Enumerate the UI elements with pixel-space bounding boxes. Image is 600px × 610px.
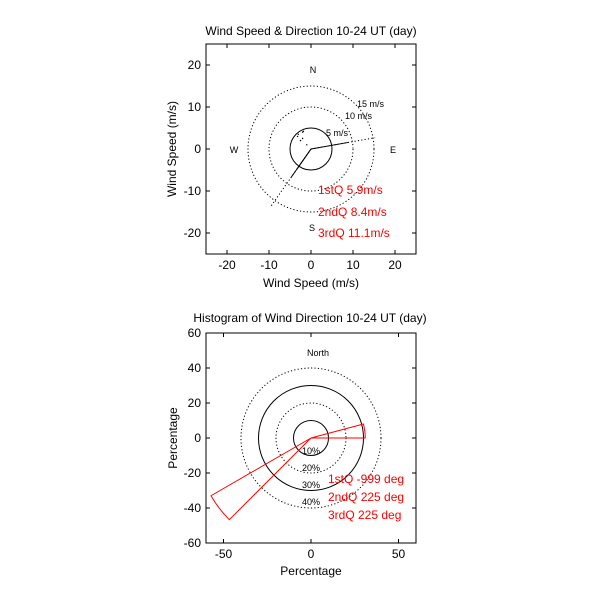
direction-histogram-ytick-label: 20 bbox=[188, 396, 202, 410]
quartile-3-annotation: 3rdQ 11.1m/s bbox=[318, 226, 390, 240]
wind-point bbox=[297, 133, 300, 135]
wind-speed-xlabel: Wind Speed (m/s) bbox=[263, 276, 359, 290]
north-label: North bbox=[307, 348, 329, 358]
wind-speed-xtick-label: 20 bbox=[388, 258, 402, 272]
wind-speed-xtick-label: -10 bbox=[260, 258, 278, 272]
ring-label-10: 10 m/s bbox=[345, 111, 373, 121]
compass-west: W bbox=[230, 145, 239, 155]
direction-histogram-ylabel: Percentage bbox=[166, 407, 180, 469]
wind-speed-ytick-label: -20 bbox=[184, 226, 202, 240]
direction-bin bbox=[210, 437, 312, 521]
wind-speed-ring bbox=[247, 85, 375, 213]
wind-point bbox=[299, 139, 302, 142]
direction-histogram-ring bbox=[240, 367, 382, 509]
wind-point bbox=[296, 135, 299, 138]
compass-east: E bbox=[390, 145, 396, 155]
compass-south: S bbox=[309, 223, 315, 233]
direction-histogram-xtick-label: 0 bbox=[308, 547, 315, 561]
wind-speed-ytick-label: 10 bbox=[188, 100, 202, 114]
wind-speed-ytick-label: -10 bbox=[184, 184, 202, 198]
wind-speed-xtick-label: 0 bbox=[308, 258, 315, 272]
direction-histogram-ytick-label: 40 bbox=[188, 361, 202, 375]
quartile-2-annotation: 2ndQ 8.4m/s bbox=[318, 205, 387, 219]
ring-label-5: 5 m/s bbox=[326, 128, 349, 138]
direction-histogram-xtick-label: 50 bbox=[392, 547, 406, 561]
wind-point bbox=[302, 130, 305, 133]
wind-speed-ring bbox=[289, 127, 333, 171]
ring-label-40pct: 40% bbox=[302, 497, 320, 507]
direction-histogram-ytick-label: -60 bbox=[184, 536, 202, 550]
wind-point bbox=[306, 144, 308, 146]
wind-speed-ytick-label: 0 bbox=[194, 142, 201, 156]
compass-north: N bbox=[310, 65, 317, 75]
ring-label-15: 15 m/s bbox=[357, 99, 385, 109]
direction-histogram-title: Histogram of Wind Direction 10-24 UT (da… bbox=[193, 311, 426, 325]
wind-speed-xtick-label: 10 bbox=[346, 258, 360, 272]
direction-quartile-3-annotation: 3rdQ 225 deg bbox=[328, 508, 401, 522]
direction-histogram-xlabel: Percentage bbox=[280, 564, 342, 578]
direction-histogram-xtick-label: -50 bbox=[215, 547, 233, 561]
wind-vector bbox=[310, 141, 349, 150]
quartile-1-annotation: 1stQ 5.9m/s bbox=[318, 183, 383, 197]
wind-speed-panel: Wind Speed & Direction 10-24 UT (day) -2… bbox=[165, 24, 417, 290]
direction-histogram-panel: Histogram of Wind Direction 10-24 UT (da… bbox=[166, 311, 427, 578]
wind-speed-xtick-label: -20 bbox=[218, 258, 236, 272]
wind-speed-ytick-label: 20 bbox=[188, 58, 202, 72]
wind-point bbox=[301, 137, 304, 140]
direction-histogram-ytick-label: 0 bbox=[194, 431, 201, 445]
direction-histogram-ytick-label: -20 bbox=[184, 466, 202, 480]
quartile-vector-3rdQ bbox=[269, 148, 312, 208]
direction-histogram-ytick-label: 60 bbox=[188, 326, 202, 340]
wind-speed-ring bbox=[268, 106, 354, 192]
ring-label-10pct: 10% bbox=[302, 446, 320, 456]
ring-label-30pct: 30% bbox=[302, 480, 320, 490]
direction-quartile-2-annotation: 2ndQ 225 deg bbox=[328, 490, 404, 504]
direction-histogram-ytick-label: -40 bbox=[184, 501, 202, 515]
wind-speed-title: Wind Speed & Direction 10-24 UT (day) bbox=[205, 24, 416, 38]
direction-quartile-1-annotation: 1stQ -999 deg bbox=[328, 472, 404, 486]
ring-label-20pct: 20% bbox=[302, 463, 320, 473]
direction-bin bbox=[310, 423, 366, 439]
wind-speed-ylabel: Wind Speed (m/s) bbox=[165, 101, 179, 197]
